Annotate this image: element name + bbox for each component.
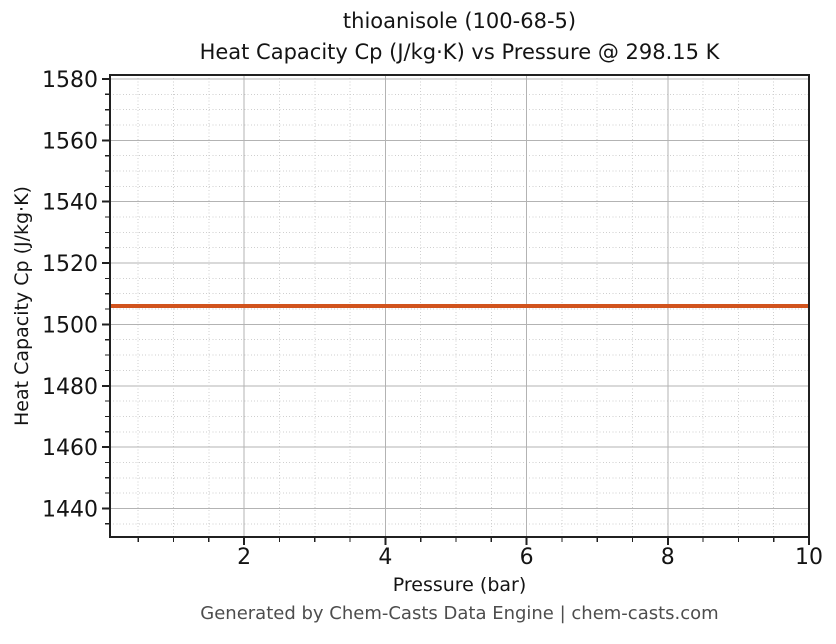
- x-axis-label: Pressure (bar): [392, 574, 527, 596]
- y-tick-label: 1440: [42, 497, 98, 522]
- x-tick-label: 8: [661, 545, 675, 570]
- x-tick-label: 6: [520, 545, 534, 570]
- y-tick-label: 1500: [42, 313, 98, 338]
- x-tick-label: 4: [378, 545, 392, 570]
- footer-attribution: Generated by Chem-Casts Data Engine | ch…: [200, 603, 719, 624]
- y-tick-label: 1520: [42, 252, 98, 277]
- y-tick-label: 1560: [42, 129, 98, 154]
- axes-spines: [109, 74, 810, 538]
- chart-title-line2: Heat Capacity Cp (J/kg·K) vs Pressure @ …: [199, 40, 720, 64]
- chart-title-line1: thioanisole (100-68-5): [342, 9, 577, 33]
- y-tick-label: 1580: [42, 68, 98, 93]
- y-tick-label: 1460: [42, 436, 98, 461]
- chart-title: thioanisole (100-68-5) Heat Capacity Cp …: [110, 6, 809, 68]
- y-axis-label: Heat Capacity Cp (J/kg·K): [11, 186, 33, 426]
- x-tick-label: 2: [237, 545, 251, 570]
- y-tick-label: 1540: [42, 191, 98, 216]
- y-tick-label: 1480: [42, 375, 98, 400]
- x-tick-label: 10: [795, 545, 823, 570]
